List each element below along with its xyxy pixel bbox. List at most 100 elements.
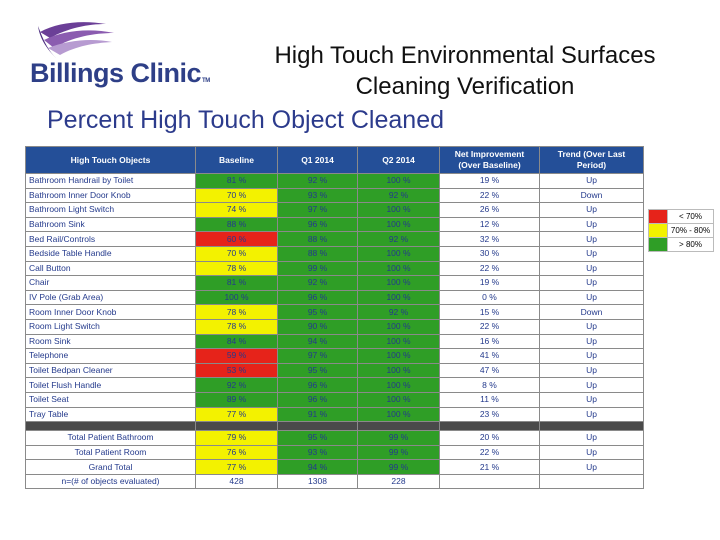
table-row: Call Button 78 % 99 % 100 % 22 % Up [25,260,644,277]
legend-label: 70% - 80% [667,223,714,238]
object-name-cell: Room Light Switch [25,318,196,335]
trend-cell: Up [539,377,644,393]
baseline-cell: 78 % [195,260,278,277]
legend-swatch [648,237,668,252]
net-improvement-cell: 11 % [439,391,540,408]
net-improvement-cell: 22 % [439,444,540,461]
baseline-cell: 70 % [195,187,278,204]
q1-cell: 96 % [277,391,358,408]
trend-cell: Up [539,333,644,350]
section-subtitle: Percent High Touch Object Cleaned [47,106,444,134]
total-label-cell: Grand Total [25,459,196,475]
color-legend: < 70% 70% - 80% > 80% [648,209,714,252]
header-objects: High Touch Objects [25,146,196,174]
trend-cell: Down [539,304,644,320]
q2-cell: 100 % [357,275,440,291]
q2-cell: 100 % [357,391,440,408]
cleaning-table: High Touch Objects Baseline Q1 2014 Q2 2… [25,146,644,490]
baseline-cell: 59 % [195,348,278,364]
logo-text: Billings ClinicTM [30,58,210,88]
trend-cell: Up [539,444,644,461]
trend-cell: Up [539,289,644,306]
q1-cell: 96 % [277,377,358,393]
net-improvement-cell: 12 % [439,216,540,233]
trend-cell: Up [539,245,644,262]
trend-cell: Up [539,216,644,233]
trend-cell: Up [539,391,644,408]
q1-cell: 88 % [277,245,358,262]
table-row: IV Pole (Grab Area) 100 % 96 % 100 % 0 % Up [25,289,644,306]
q2-cell: 92 % [357,304,440,320]
table-row: Bathroom Handrail by Toilet 81 % 92 % 100 %… [25,173,644,189]
baseline-cell: 76 % [195,444,278,461]
header-net: Net Improvement (Over Baseline) [439,146,540,174]
q2-cell: 99 % [357,430,440,446]
q2-cell: 100 % [357,406,440,423]
object-name-cell: Room Inner Door Knob [25,304,196,320]
net-improvement-cell: 8 % [439,377,540,393]
table-row: Room Inner Door Knob 78 % 95 % 92 % 15 % Down [25,304,644,320]
legend-row: > 80% [648,237,714,252]
table-row: Toilet Bedpan Cleaner 53 % 95 % 100 % 47 % Up [25,362,644,379]
q2-cell: 100 % [357,245,440,262]
trend-cell: Up [539,275,644,291]
header-trend: Trend (Over Last Period) [539,146,644,174]
baseline-cell: 88 % [195,216,278,233]
net-improvement-cell: 16 % [439,333,540,350]
q1-cell: 95 % [277,304,358,320]
q2-cell: 100 % [357,260,440,277]
object-name-cell: Bedside Table Handle [25,245,196,262]
q2-cell: 99 % [357,444,440,461]
q1-cell: 88 % [277,231,358,247]
trend-cell: Down [539,187,644,204]
object-name-cell: Bathroom Inner Door Knob [25,187,196,204]
object-name-cell: Toilet Flush Handle [25,377,196,393]
page-title: High Touch Environmental Surfaces Cleani… [200,40,720,102]
baseline-cell: 70 % [195,245,278,262]
trend-cell: Up [539,459,644,475]
object-name-cell: Bathroom Light Switch [25,202,196,218]
net-improvement-cell: 47 % [439,362,540,379]
trend-cell: Up [539,202,644,218]
table-row: Toilet Seat 89 % 96 % 100 % 11 % Up [25,391,644,408]
q2-cell: 100 % [357,289,440,306]
count-label-cell: n=(# of objects evaluated) [25,473,196,490]
table-row: Room Light Switch 78 % 90 % 100 % 22 % Up [25,318,644,335]
q1-cell: 93 % [277,187,358,204]
q1-cell: 99 % [277,260,358,277]
baseline-cell: 81 % [195,173,278,189]
trend-cell: Up [539,231,644,247]
count-row: n=(# of objects evaluated) 428 1308 228 [25,473,644,490]
baseline-cell: 100 % [195,289,278,306]
net-improvement-cell: 23 % [439,406,540,423]
q1-cell: 96 % [277,289,358,306]
net-improvement-cell: 0 % [439,289,540,306]
baseline-cell: 78 % [195,318,278,335]
q2-cell: 100 % [357,216,440,233]
object-name-cell: Chair [25,275,196,291]
q1-cell: 97 % [277,348,358,364]
q2-cell: 100 % [357,333,440,350]
separator-cell [539,421,644,432]
object-name-cell: Telephone [25,348,196,364]
baseline-cell: 78 % [195,304,278,320]
count-q2-cell: 228 [357,473,440,490]
total-row: Total Patient Room 76 % 93 % 99 % 22 % Up [25,444,644,461]
trend-cell: Up [539,348,644,364]
q1-cell: 91 % [277,406,358,423]
total-row: Grand Total 77 % 94 % 99 % 21 % Up [25,459,644,475]
table-row: Telephone 59 % 97 % 100 % 41 % Up [25,348,644,364]
legend-row: 70% - 80% [648,223,714,238]
q1-cell: 95 % [277,430,358,446]
table-separator [25,421,644,432]
header-baseline: Baseline [195,146,278,174]
baseline-cell: 74 % [195,202,278,218]
q1-cell: 94 % [277,459,358,475]
net-improvement-cell: 21 % [439,459,540,475]
table-row: Tray Table 77 % 91 % 100 % 23 % Up [25,406,644,423]
q2-cell: 100 % [357,318,440,335]
table-row: Bathroom Inner Door Knob 70 % 93 % 92 % 22 %… [25,187,644,204]
trend-cell: Up [539,362,644,379]
object-name-cell: Call Button [25,260,196,277]
legend-label: < 70% [667,209,714,224]
